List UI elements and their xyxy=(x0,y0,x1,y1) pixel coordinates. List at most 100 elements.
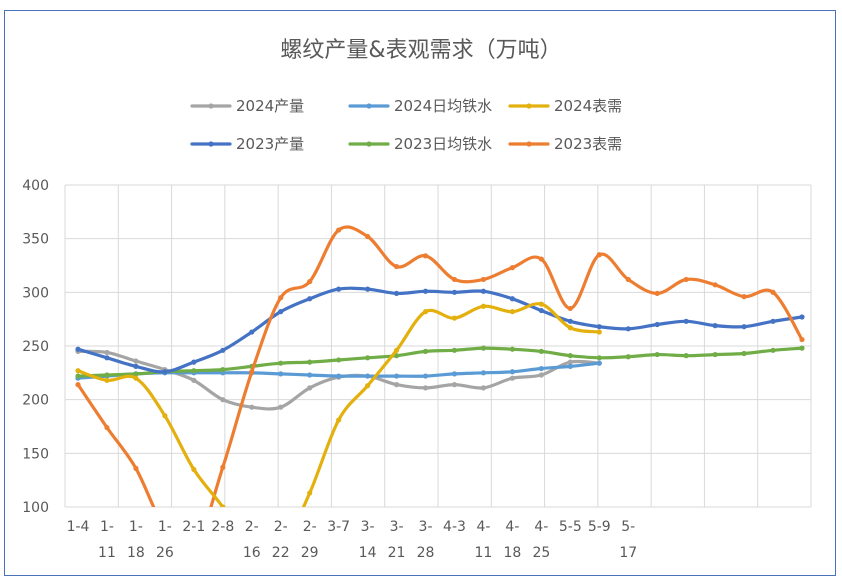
data-point xyxy=(538,372,544,378)
y-tick-label: 150 xyxy=(22,446,49,462)
x-tick-label: 2- xyxy=(245,519,259,535)
data-point xyxy=(393,347,400,353)
data-point xyxy=(191,547,196,552)
data-point xyxy=(365,355,371,361)
data-point xyxy=(422,348,429,354)
legend-marker xyxy=(208,141,214,147)
chart-gridlines xyxy=(64,184,812,508)
data-point xyxy=(278,295,284,301)
x-tick-label-line2: 25 xyxy=(532,545,550,561)
data-point xyxy=(220,464,226,470)
data-point xyxy=(278,371,284,377)
x-tick-label: 1-4 xyxy=(67,519,90,535)
data-point xyxy=(799,314,805,320)
data-point xyxy=(538,301,544,307)
x-tick-label: 2- xyxy=(274,519,288,535)
data-point xyxy=(191,466,197,473)
data-point xyxy=(712,323,718,329)
data-point xyxy=(104,424,110,431)
y-tick-label: 100 xyxy=(22,500,49,516)
y-tick-label: 200 xyxy=(22,393,49,409)
data-point xyxy=(596,324,602,330)
data-point xyxy=(596,355,602,361)
legend-label: 2024产量 xyxy=(236,97,304,115)
legend-item: 2024产量 xyxy=(190,97,304,115)
data-point xyxy=(480,385,487,391)
data-point xyxy=(133,363,139,369)
data-point xyxy=(393,373,400,379)
x-tick-label-line2: 18 xyxy=(503,545,521,561)
data-point xyxy=(75,373,81,379)
y-axis: 100 150 200 250 300 350 400 xyxy=(22,178,49,516)
data-point xyxy=(625,354,631,360)
data-point xyxy=(75,368,81,374)
data-point xyxy=(712,282,718,288)
data-point xyxy=(191,359,197,365)
x-tick-label: 4- xyxy=(534,519,548,535)
x-tick-label-line2: 21 xyxy=(388,545,406,561)
data-point xyxy=(307,372,313,378)
data-point xyxy=(509,296,515,302)
data-point xyxy=(770,347,776,353)
data-point xyxy=(393,382,400,388)
chart-title: 螺纹产量&表观需求（万吨） xyxy=(280,38,561,63)
data-point xyxy=(104,355,110,361)
data-point xyxy=(307,296,313,302)
data-point xyxy=(451,276,458,283)
data-point xyxy=(336,227,342,233)
y-tick-label: 250 xyxy=(22,339,49,355)
data-point xyxy=(509,309,515,315)
x-tick-label: 1- xyxy=(129,519,143,535)
legend-item: 2023表需 xyxy=(508,135,622,153)
data-point xyxy=(278,360,284,366)
data-point xyxy=(538,365,544,372)
data-point xyxy=(104,377,110,383)
data-point xyxy=(336,417,342,423)
data-point xyxy=(567,363,573,369)
data-point xyxy=(683,353,689,359)
data-point xyxy=(567,318,573,324)
y-tick-label: 300 xyxy=(22,285,49,301)
data-point xyxy=(365,373,371,379)
data-point xyxy=(75,346,81,352)
x-tick-label: 3- xyxy=(419,519,433,535)
data-point xyxy=(422,385,429,391)
x-tick-label: 1- xyxy=(158,519,172,535)
x-tick-label: 2-1 xyxy=(182,519,205,535)
data-point xyxy=(133,371,139,377)
data-point xyxy=(162,369,168,375)
data-point xyxy=(509,369,515,375)
data-point xyxy=(741,324,747,330)
data-point xyxy=(770,318,776,324)
series-2023日均铁水 xyxy=(75,345,805,379)
data-point xyxy=(654,321,660,328)
data-point xyxy=(336,373,342,379)
data-point xyxy=(451,382,458,388)
data-point xyxy=(509,346,515,352)
y-tick-label: 400 xyxy=(22,178,49,194)
data-point xyxy=(683,318,689,324)
legend-label: 2023表需 xyxy=(554,135,622,153)
data-point xyxy=(307,279,313,285)
data-point xyxy=(683,276,689,283)
data-point xyxy=(162,413,168,419)
data-point xyxy=(365,233,371,240)
data-point xyxy=(538,348,544,354)
data-point xyxy=(625,276,631,283)
data-point xyxy=(567,305,573,312)
data-point xyxy=(741,294,747,300)
legend-marker xyxy=(208,103,214,109)
data-point xyxy=(422,253,429,259)
data-point xyxy=(104,372,110,378)
data-point xyxy=(567,325,573,331)
data-point xyxy=(220,504,226,507)
legend-label: 2023日均铁水 xyxy=(394,135,492,153)
data-point xyxy=(480,276,487,283)
chart-frame: 螺纹产量&表观需求（万吨） 2024产量 2024日均铁水 2024表需 2023产量… xyxy=(4,10,836,576)
data-point xyxy=(596,329,602,335)
chart-legend: 2024产量 2024日均铁水 2024表需 2023产量 2023日均铁水 2023表需 xyxy=(190,97,622,153)
data-point xyxy=(567,353,573,359)
series-line xyxy=(76,286,804,374)
series-2024表需 xyxy=(75,301,602,507)
data-point xyxy=(509,375,515,381)
